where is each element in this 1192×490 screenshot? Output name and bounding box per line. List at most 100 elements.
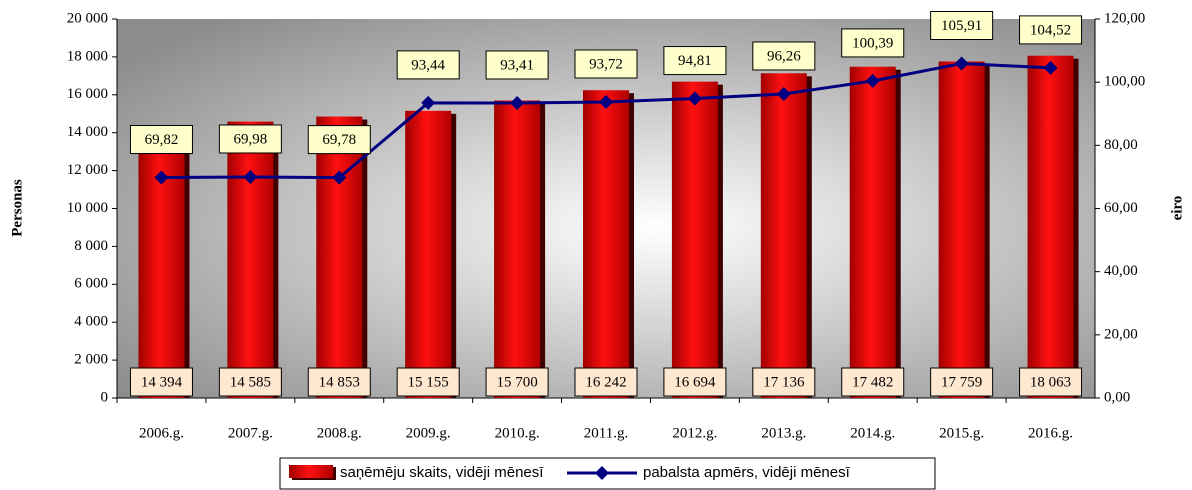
bar-value-label: 15 155 xyxy=(408,374,449,390)
y-tick-label: 8 000 xyxy=(74,238,108,254)
x-tick-label: 2016.g. xyxy=(1028,425,1073,441)
line-value-label: 93,41 xyxy=(500,57,534,73)
bar xyxy=(1027,55,1074,399)
y2-axis-label: eiro xyxy=(1169,196,1185,221)
y2-tick-label: 20,00 xyxy=(1104,326,1138,342)
x-tick-label: 2013.g. xyxy=(761,425,806,441)
x-tick-label: 2008.g. xyxy=(317,425,362,441)
legend-marker xyxy=(595,466,609,480)
y-tick-label: 4 000 xyxy=(74,314,108,330)
line-value-label-box xyxy=(841,28,905,58)
line-marker xyxy=(599,95,613,110)
bar xyxy=(849,66,896,399)
y2-tick-label: 100,00 xyxy=(1104,74,1145,90)
x-tick-label: 2011.g. xyxy=(584,425,628,441)
line-value-label-box xyxy=(752,41,816,71)
line-marker xyxy=(687,91,702,106)
bar-value-label-box xyxy=(574,367,638,397)
line-value-label: 93,44 xyxy=(411,57,445,73)
line-value-label: 93,72 xyxy=(589,56,623,72)
bar-value-label: 14 394 xyxy=(141,374,183,390)
line-value-label-box xyxy=(307,125,371,155)
line-value-label-box xyxy=(396,50,460,80)
line-value-label-box xyxy=(663,46,727,76)
bar xyxy=(494,100,541,399)
line-value-label: 94,81 xyxy=(678,53,712,69)
line-value-label-box xyxy=(1019,15,1083,45)
bar-value-label-box xyxy=(663,367,727,397)
bar-value-label-box xyxy=(218,367,282,397)
x-tick-label: 2009.g. xyxy=(406,425,451,441)
bar xyxy=(938,61,985,398)
bar xyxy=(760,73,807,398)
x-tick-label: 2007.g. xyxy=(228,425,273,441)
bar-value-label: 14 853 xyxy=(319,374,360,390)
line-marker xyxy=(510,95,525,110)
bar-value-label-box xyxy=(307,367,371,397)
bar-value-label: 15 700 xyxy=(496,374,537,390)
line-value-label-box xyxy=(218,124,282,154)
bar xyxy=(227,121,274,398)
y-tick-label: 6 000 xyxy=(74,276,108,292)
line-value-label-box xyxy=(574,49,638,79)
bar-value-label: 17 759 xyxy=(941,374,982,390)
bar-value-label: 17 136 xyxy=(763,374,805,390)
bar-value-label: 16 242 xyxy=(585,374,626,390)
y-axis-label: Personas xyxy=(9,179,25,237)
line-marker xyxy=(332,170,347,185)
bar xyxy=(583,90,629,398)
y-tick-label: 10 000 xyxy=(67,200,108,216)
bar-value-label-box xyxy=(129,367,193,397)
line-marker xyxy=(865,73,880,88)
bar-value-label: 16 694 xyxy=(674,374,716,390)
bar-value-label-box xyxy=(396,367,460,397)
bar-value-label-box xyxy=(841,367,905,397)
line-marker xyxy=(1043,60,1058,75)
y2-tick-label: 80,00 xyxy=(1104,137,1138,153)
bar xyxy=(405,110,452,399)
x-tick-label: 2015.g. xyxy=(939,425,984,441)
x-tick-label: 2010.g. xyxy=(495,425,540,441)
line-marker xyxy=(954,56,969,71)
x-tick-label: 2006.g. xyxy=(139,425,184,441)
bar-value-label: 18 063 xyxy=(1030,374,1071,390)
line-marker xyxy=(243,169,258,184)
legend-label: saņēmēju skaits, vidēji mēnesī xyxy=(340,464,544,481)
bar-value-label: 14 585 xyxy=(230,374,271,390)
line-value-label: 105,91 xyxy=(941,18,982,34)
line-marker xyxy=(776,86,791,101)
legend-label: pabalsta apmērs, vidēji mēnesī xyxy=(643,464,851,481)
y-tick-label: 14 000 xyxy=(67,124,108,140)
line-marker xyxy=(421,95,436,110)
line-value-label: 69,78 xyxy=(322,132,356,148)
y-tick-label: 0 xyxy=(101,389,109,405)
y2-tick-label: 120,00 xyxy=(1104,10,1145,26)
line-marker xyxy=(154,170,169,185)
line-value-label: 69,98 xyxy=(233,131,267,147)
line-value-label-box xyxy=(485,50,549,80)
bar-value-label-box xyxy=(930,367,994,397)
line-value-label-box xyxy=(129,124,193,154)
bar-value-label: 17 482 xyxy=(852,374,893,390)
y-tick-label: 20 000 xyxy=(67,10,108,26)
bar xyxy=(316,116,363,399)
y-tick-label: 18 000 xyxy=(67,48,108,64)
y2-tick-label: 0,00 xyxy=(1104,389,1130,405)
bar-value-label-box xyxy=(485,367,549,397)
line-value-label: 69,82 xyxy=(145,132,179,148)
x-tick-label: 2012.g. xyxy=(672,425,717,441)
x-tick-label: 2014.g. xyxy=(850,425,895,441)
y-tick-label: 2 000 xyxy=(74,352,108,368)
y-tick-label: 16 000 xyxy=(67,86,108,102)
bar-value-label-box xyxy=(752,367,816,397)
line-value-label-box xyxy=(930,11,994,41)
line-value-label: 104,52 xyxy=(1030,22,1071,38)
bar-value-label-box xyxy=(1019,367,1083,397)
line-value-label: 96,26 xyxy=(767,48,801,64)
y-tick-label: 12 000 xyxy=(67,162,108,178)
line-value-label: 100,39 xyxy=(852,35,893,51)
y2-tick-label: 60,00 xyxy=(1104,200,1138,216)
y2-tick-label: 40,00 xyxy=(1104,263,1138,279)
bar xyxy=(671,81,718,399)
